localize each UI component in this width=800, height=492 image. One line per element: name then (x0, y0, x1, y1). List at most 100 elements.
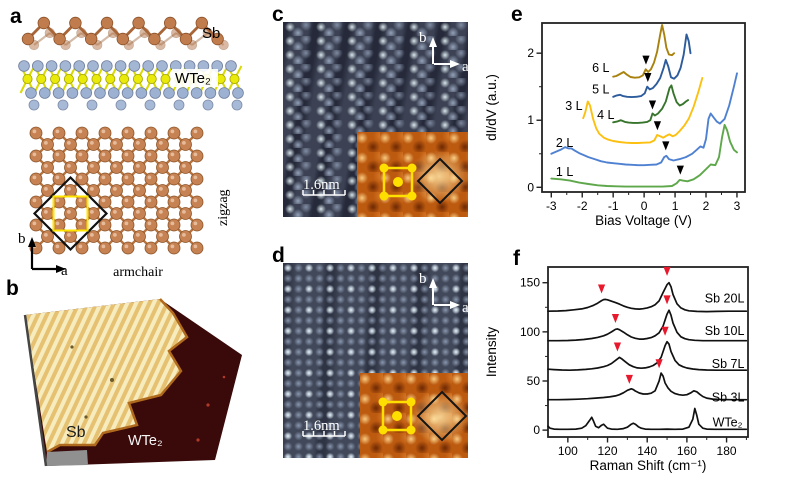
stm-image-d: b a 1.6nm (283, 263, 468, 458)
atom-marker (407, 163, 417, 173)
svg-text:Sb 20L: Sb 20L (705, 291, 745, 305)
annotations-c: b a 1.6nm (302, 30, 468, 196)
stm-image-c: b a 1.6nm (283, 22, 468, 217)
svg-text:2: 2 (527, 46, 534, 60)
atom-marker (406, 425, 416, 435)
panel-c-label: c (272, 3, 284, 26)
atom-marker (379, 191, 389, 201)
axis-b-label: b (419, 30, 427, 46)
panel-a-label: a (10, 5, 22, 28)
svg-text:-1: -1 (608, 199, 619, 213)
svg-text:1: 1 (527, 113, 534, 127)
axis-b-label: b (419, 271, 427, 287)
sb-island (25, 299, 187, 452)
svg-text:Intensity: Intensity (484, 327, 499, 378)
defect-speck (196, 438, 200, 442)
svg-text:140: 140 (637, 444, 657, 458)
unit-cell-diamond (416, 390, 468, 442)
panel-e-label: e (511, 3, 523, 26)
axis-a-label: a (462, 59, 468, 75)
svg-text:3 L: 3 L (565, 99, 582, 113)
wte2-label-bg (172, 69, 218, 87)
atom-marker (379, 163, 389, 173)
svg-text:WTe₂: WTe₂ (713, 416, 743, 430)
slab-left-edge (23, 314, 48, 467)
slab-side-face (46, 450, 88, 466)
zigzag-label: zigzag (216, 189, 231, 226)
svg-text:1: 1 (672, 199, 679, 213)
atom-marker (406, 397, 416, 407)
svg-text:Raman Shift (cm⁻¹): Raman Shift (cm⁻¹) (590, 458, 707, 473)
axis-a-label: a (61, 263, 68, 279)
atom-marker (407, 191, 417, 201)
svg-text:160: 160 (677, 444, 697, 458)
panel-d-label: d (272, 244, 285, 267)
svg-text:0: 0 (533, 423, 540, 437)
axis-a-arrowhead-icon (450, 301, 460, 309)
svg-text:Sb 3L: Sb 3L (712, 391, 745, 405)
step-edge (46, 298, 189, 454)
defect-speck (206, 403, 210, 407)
defect-speck (222, 375, 226, 379)
panel-f-label: f (513, 247, 520, 270)
unit-cell-square (382, 166, 414, 198)
raman-spectra-chart: 100 120 140 160 180 0 50 100 150 Sb 20L Sb 10L Sb 7… (484, 266, 749, 473)
svg-text:0: 0 (641, 199, 648, 213)
svg-text:2 L: 2 L (556, 136, 573, 150)
axis-b-arrowhead-icon (429, 37, 437, 47)
svg-text:-3: -3 (546, 199, 557, 213)
scale-bar-ruler (302, 190, 346, 196)
defect-speck (110, 378, 114, 382)
svg-text:6 L: 6 L (592, 61, 609, 75)
wte2-region-label: WTe₂ (128, 433, 163, 449)
axis-b-arrowhead-icon (28, 237, 36, 247)
svg-text:180: 180 (717, 444, 737, 458)
defect-speck (84, 415, 88, 419)
svg-text:100: 100 (520, 325, 540, 339)
atom-marker-center (392, 411, 402, 421)
svg-text:100: 100 (558, 444, 578, 458)
scale-bar-ruler (302, 431, 346, 437)
svg-text:50: 50 (527, 374, 541, 388)
atom-marker-center (393, 177, 403, 187)
didv-spectra-chart: -3 -2 -1 0 1 2 3 0 1 2 6 L 5 L 4 L 3 L 2 L 1 L Bias Volt… (484, 22, 746, 228)
svg-text:1 L: 1 L (556, 165, 573, 179)
svg-text:0: 0 (527, 180, 534, 194)
scale-bar-label: 1.6nm (303, 418, 340, 434)
stm-inset-c (357, 132, 468, 217)
svg-text:Bias Voltage (V): Bias Voltage (V) (595, 213, 692, 228)
wte2-layer-label: WTe₂ (175, 70, 211, 87)
unit-cell-diamond (416, 157, 464, 205)
scale-bar-label: 1.6nm (303, 177, 340, 193)
svg-text:-2: -2 (577, 199, 588, 213)
unit-cell-overlay-d (378, 390, 468, 442)
atom-marker (378, 425, 388, 435)
svg-text:Sb 7L: Sb 7L (712, 357, 745, 371)
defect-speck (70, 345, 74, 349)
sb-region-label: Sb (66, 424, 86, 441)
sb-layer-label: Sb (202, 25, 220, 42)
axis-b-label: b (18, 231, 26, 247)
svg-text:120: 120 (598, 444, 618, 458)
crystal-side-view: Sb WTe₂ (18, 16, 244, 111)
stm-inset-d (360, 373, 468, 458)
axis-b-arrowhead-icon (429, 278, 437, 288)
annotations-d: b a 1.6nm (302, 271, 468, 437)
svg-text:4 L: 4 L (597, 108, 614, 122)
svg-text:3: 3 (734, 199, 741, 213)
svg-text:150: 150 (520, 276, 540, 290)
svg-text:5 L: 5 L (592, 82, 609, 96)
stm-3d-image: Sb WTe₂ (23, 298, 242, 467)
axis-a-label: a (462, 300, 468, 316)
atom-marker (378, 397, 388, 407)
axis-a-arrowhead-icon (450, 60, 460, 68)
svg-text:dI/dV (a.u.): dI/dV (a.u.) (484, 74, 499, 141)
panel-b-label: b (6, 277, 19, 300)
axis-a-arrowhead-icon (56, 265, 66, 273)
unit-cell-square (381, 400, 413, 432)
sb-lattice (29, 126, 204, 255)
svg-text:2: 2 (703, 199, 710, 213)
unit-cell-overlay-c (379, 157, 464, 205)
svg-text:Sb 10L: Sb 10L (705, 324, 745, 338)
